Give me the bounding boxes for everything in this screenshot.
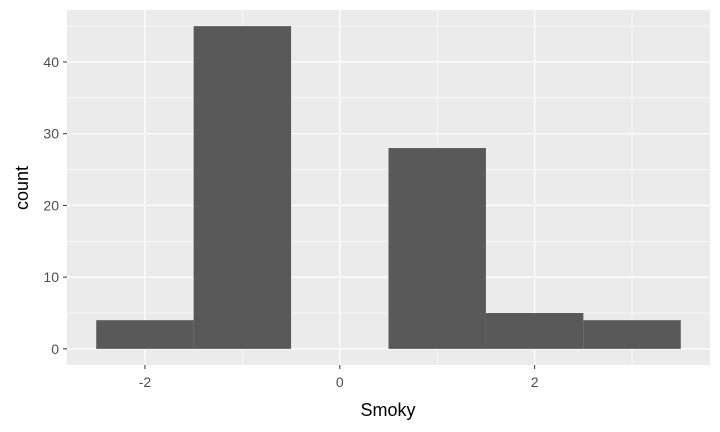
y-tick-label: 30 (43, 126, 59, 142)
histogram-bars (96, 26, 681, 349)
x-tick-label: 0 (336, 374, 344, 390)
histogram-bar (583, 320, 681, 349)
histogram-bar (193, 26, 292, 349)
x-tick-label: -2 (139, 374, 152, 390)
histogram-bar (485, 313, 584, 349)
x-axis-ticks: -2 0 2 (139, 365, 539, 390)
y-axis-title: count (12, 166, 32, 210)
histogram-bar (388, 148, 486, 349)
histogram-bar (96, 320, 194, 349)
y-tick-label: 40 (43, 54, 59, 70)
y-tick-label: 0 (51, 341, 59, 357)
x-axis-title: Smoky (360, 400, 415, 420)
y-tick-label: 20 (43, 197, 59, 213)
y-tick-label: 10 (43, 269, 59, 285)
x-tick-label: 2 (531, 374, 539, 390)
y-axis-ticks: 0 10 20 30 40 (43, 54, 67, 357)
